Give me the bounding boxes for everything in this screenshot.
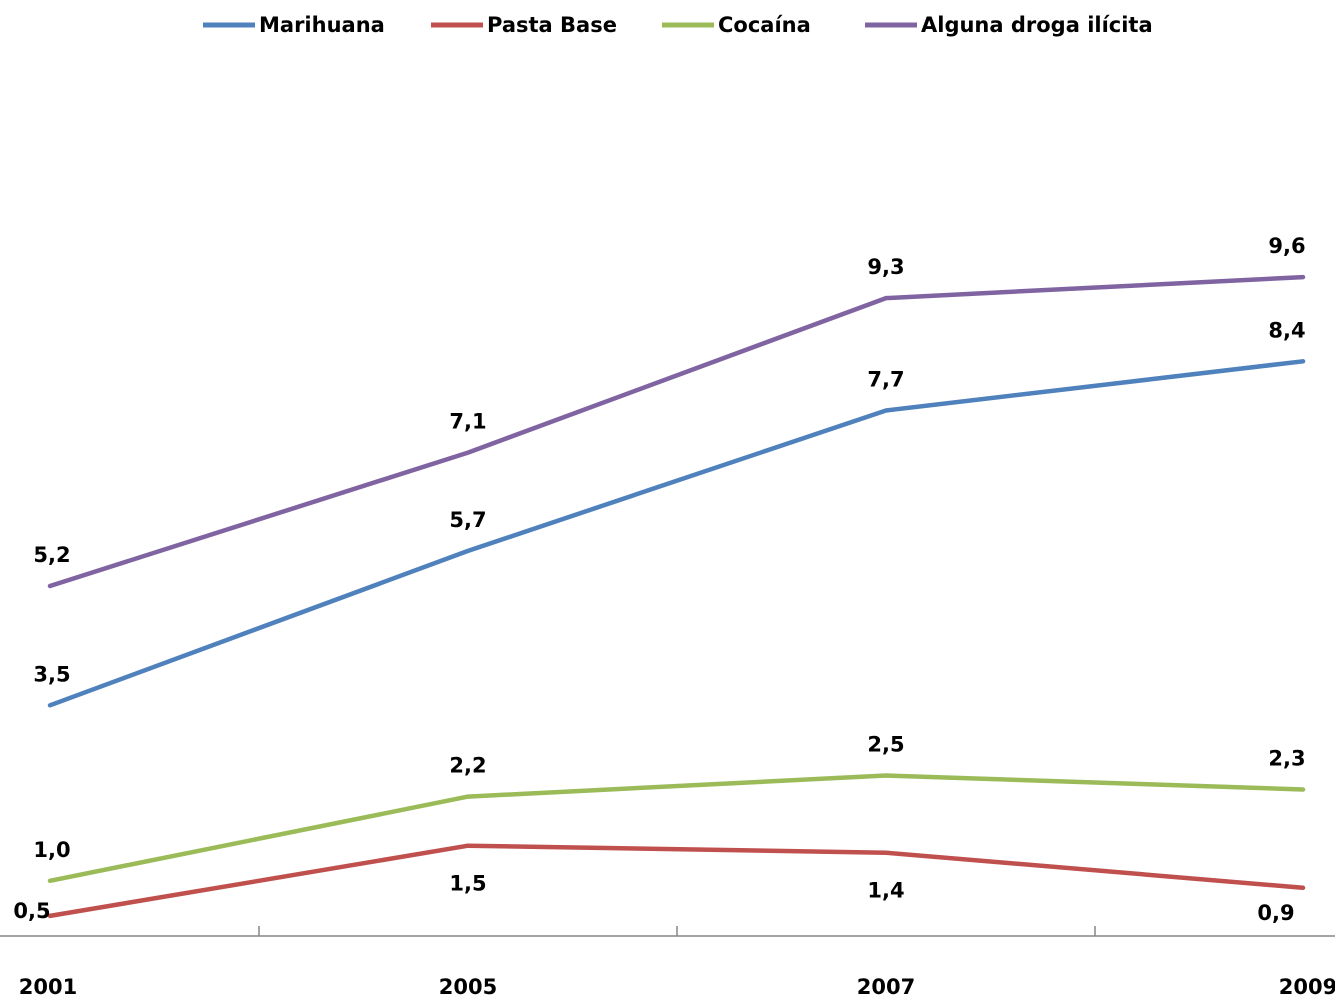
series-line-marihuana <box>47 359 1306 708</box>
data-label: 3,5 <box>33 662 70 686</box>
series-lines <box>47 274 1306 919</box>
data-label: 5,2 <box>33 543 70 567</box>
data-label: 8,4 <box>1268 318 1305 342</box>
x-tick-label: 2009 <box>1279 975 1335 999</box>
data-label: 7,7 <box>867 367 904 391</box>
legend-item-marihuana: Marihuana <box>203 13 385 37</box>
data-label: 1,5 <box>449 872 486 896</box>
legend-item-cocaina: Cocaína <box>662 13 811 37</box>
legend-label: Alguna droga ilícita <box>921 13 1153 37</box>
x-tick-label: 2005 <box>439 975 497 999</box>
data-label: 0,9 <box>1257 901 1294 925</box>
data-label: 1,4 <box>867 879 904 903</box>
data-label: 1,0 <box>33 838 70 862</box>
legend-item-alguna-droga-ilicita: Alguna droga ilícita <box>865 13 1153 37</box>
series-line-alguna-droga-ilicita <box>47 274 1306 589</box>
legend-item-pasta-base: Pasta Base <box>431 13 617 37</box>
legend: Marihuana Pasta Base Cocaína Alguna droga i… <box>203 13 1153 37</box>
data-label: 2,5 <box>867 733 904 757</box>
data-label: 2,3 <box>1268 747 1305 771</box>
x-tick-label: 2007 <box>857 975 915 999</box>
data-label: 9,6 <box>1268 234 1305 258</box>
data-label: 2,2 <box>449 754 486 778</box>
data-label: 0,5 <box>13 899 50 923</box>
data-labels: 3,5 5,7 7,7 8,4 0,5 1,5 1,4 0,9 1,0 2,2 2,5 2,3 5,2 7… <box>13 234 1305 925</box>
legend-label: Pasta Base <box>487 13 617 37</box>
data-label: 9,3 <box>867 255 904 279</box>
data-label: 5,7 <box>449 508 486 532</box>
data-label: 7,1 <box>449 410 486 434</box>
legend-label: Cocaína <box>718 13 811 37</box>
x-axis: 2001 2005 2007 2009 <box>0 926 1335 999</box>
x-tick-label: 2001 <box>19 975 77 999</box>
series-line-cocaina <box>47 773 1306 884</box>
series-line-pasta-base <box>47 843 1306 919</box>
legend-label: Marihuana <box>259 13 385 37</box>
